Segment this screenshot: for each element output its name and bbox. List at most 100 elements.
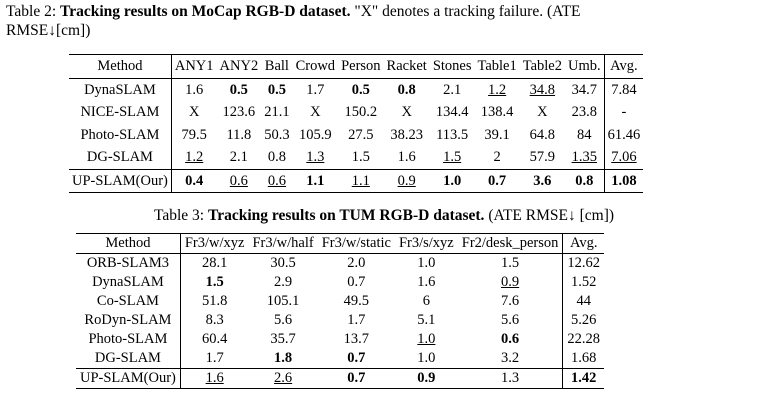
table3-value-cell: 28.1 — [201, 255, 228, 271]
table3-method-cell: Photo-SLAM — [76, 330, 181, 349]
table2-value-cell: 123.6 — [222, 104, 256, 121]
table2-value-cell: 0.6 — [261, 168, 293, 193]
table2-value-cell: 1.7 — [306, 81, 325, 98]
table3-value-cell: 0.7 — [347, 274, 366, 290]
table3-value-cell: 1.6 — [180, 368, 249, 389]
table2-header-cell: Table2 — [519, 54, 565, 79]
table2-value-cell: 1.6 — [397, 149, 416, 166]
table3-value-cell: 0.7 — [317, 368, 395, 389]
table2-caption-note: "X" denotes a tracking failure. (ATE — [354, 3, 581, 20]
table2-value-cell: 1.2 — [488, 81, 507, 98]
table2-value-cell: 1.3 — [306, 149, 325, 166]
table3-value-cell: 0.6 — [457, 330, 564, 349]
table3-value-cell: 5.1 — [417, 312, 436, 328]
table2-value-cell: 64.8 — [529, 126, 556, 143]
table3-value-cell: 0.7 — [347, 350, 366, 366]
table3-value-cell: 1.8 — [274, 350, 293, 366]
table3-row: DynaSLAM 1.5 2.9 0.7 1.6 0.9 1.52 — [76, 273, 604, 292]
table3-value-cell: 35.7 — [270, 331, 296, 347]
table3-value-cell: 1.3 — [457, 368, 564, 389]
table3-value-cell: 5.26 — [571, 312, 597, 328]
table2-value-cell: - — [621, 104, 627, 121]
table2-header-cell: Table1 — [474, 54, 520, 79]
table2-value-cell: 11.8 — [226, 126, 252, 143]
table2-value-cell: 7.84 — [611, 81, 637, 98]
table2-method-cell: DynaSLAM — [69, 78, 172, 101]
table2-value-cell: 34.7 — [564, 78, 605, 101]
table2-header-cell: Person — [338, 54, 384, 79]
table2-caption-prefix: Table 2: — [6, 3, 57, 20]
table2-method-cell: NICE-SLAM — [69, 101, 172, 124]
table2-value-cell: 1.5 — [351, 149, 370, 166]
table2-value-cell: 79.5 — [181, 126, 207, 143]
table3-value-cell: 1.7 — [347, 312, 366, 328]
table3-value-cell: 1.6 — [417, 274, 436, 290]
table2-value-cell: 0.8 — [397, 81, 416, 98]
table2-value-cell: 7.06 — [611, 149, 637, 166]
table3-method-cell: Co-SLAM — [76, 292, 181, 311]
table2-value-cell: 2.1 — [443, 81, 462, 98]
table3-value-cell: 1.0 — [417, 255, 436, 271]
table3-header-cell: Fr3/w/half — [248, 233, 318, 254]
table2-value-cell: 0.7 — [474, 168, 520, 193]
table2-method-cell: DG-SLAM — [69, 146, 172, 169]
table3-header-cell: Method — [76, 233, 181, 254]
table3-method-cell: RoDyn-SLAM — [76, 311, 181, 330]
table2-value-cell: 50.3 — [264, 126, 290, 143]
table2-value-cell: 0.9 — [383, 168, 430, 193]
table2-value-cell: 1.1 — [338, 168, 384, 193]
table3-value-cell: 1.0 — [417, 331, 436, 347]
table3-value-cell: 0.9 — [394, 368, 458, 389]
table2-value-cell: 0.4 — [171, 168, 217, 193]
table3-value-cell: 2.0 — [347, 255, 366, 271]
table2-value-cell: 39.1 — [484, 126, 510, 143]
table2-value-cell: 0.8 — [564, 168, 605, 193]
table2-header-cell: Umb. — [564, 54, 605, 79]
table3-value-cell: 1.52 — [571, 274, 597, 290]
table3-value-cell: 13.7 — [343, 331, 370, 347]
table3-method-cell: DynaSLAM — [76, 273, 181, 292]
table2-method-cell: Photo-SLAM — [69, 123, 172, 146]
table3-value-cell: 60.4 — [201, 331, 228, 347]
table3-value-cell: 5.6 — [274, 312, 293, 328]
table2-value-cell: 138.4 — [480, 104, 514, 121]
table2-value-cell: 3.6 — [519, 168, 565, 193]
table3-header-row: Method Fr3/w/xyz Fr3/w/half Fr3/w/static Fr3… — [76, 233, 605, 254]
table2: Method ANY1 ANY2 Ball Crowd Person Racket Stone… — [69, 54, 644, 193]
table2-value-cell: X — [188, 104, 200, 121]
table2-value-cell: 1.08 — [604, 168, 644, 193]
table3-value-cell: 22.28 — [567, 331, 601, 347]
table3-row: DG-SLAM 1.7 1.8 0.7 1.0 3.2 1.68 — [76, 349, 604, 369]
table2-value-cell: 1.35 — [564, 146, 605, 169]
table3-header-cell: Fr3/s/xyz — [394, 233, 458, 254]
table3-value-cell: 44 — [576, 293, 591, 309]
table2-value-cell: 38.23 — [390, 126, 423, 143]
table2-value-cell: 84 — [564, 123, 605, 146]
table2-method-cell: UP-SLAM(Our) — [69, 168, 172, 193]
table2-value-cell: 27.5 — [348, 126, 374, 143]
table2-header-cell: Avg. — [604, 54, 644, 79]
table2-caption-line2: RMSE↓[cm]) — [6, 22, 91, 39]
table3-caption-note: (ATE RMSE↓ [cm]) — [488, 207, 615, 224]
table2-value-cell: 134.4 — [435, 104, 469, 121]
table3-value-cell: 2.9 — [274, 274, 293, 290]
table2-value-cell: 1.6 — [185, 81, 204, 98]
table3-value-cell: 105.1 — [266, 293, 300, 309]
table3-value-cell: 2.6 — [248, 368, 318, 389]
table2-row: DG-SLAM 1.2 2.1 0.8 1.3 1.5 1.6 1.5 2 57.9 1.35 7.0… — [69, 146, 643, 169]
table3-value-cell: 1.68 — [571, 350, 597, 366]
table2-value-cell: 1.0 — [429, 168, 475, 193]
table3-row: Co-SLAM 51.8 105.1 49.5 6 7.6 44 — [76, 292, 604, 311]
table3-value-cell: 49.5 — [343, 293, 370, 309]
table2-value-cell: 57.9 — [529, 149, 556, 166]
table2-value-cell: 105.9 — [299, 126, 332, 143]
table3-caption-title: Tracking results on TUM RGB-D dataset. — [208, 207, 485, 224]
table3-value-cell: 1.5 — [457, 253, 564, 273]
table2-header-cell: Method — [69, 54, 172, 79]
table3-value-cell: 7.6 — [457, 292, 564, 311]
table2-value-cell: 0.6 — [216, 168, 262, 193]
table3-row: RoDyn-SLAM 8.3 5.6 1.7 5.1 5.6 5.26 — [76, 311, 604, 330]
table3-value-cell: 1.42 — [562, 368, 605, 389]
table2-row: UP-SLAM(Our) 0.4 0.6 0.6 1.1 1.1 0.9 1.0 0.7 3.6 0… — [69, 168, 644, 193]
table3-value-cell: 1.7 — [205, 350, 224, 366]
